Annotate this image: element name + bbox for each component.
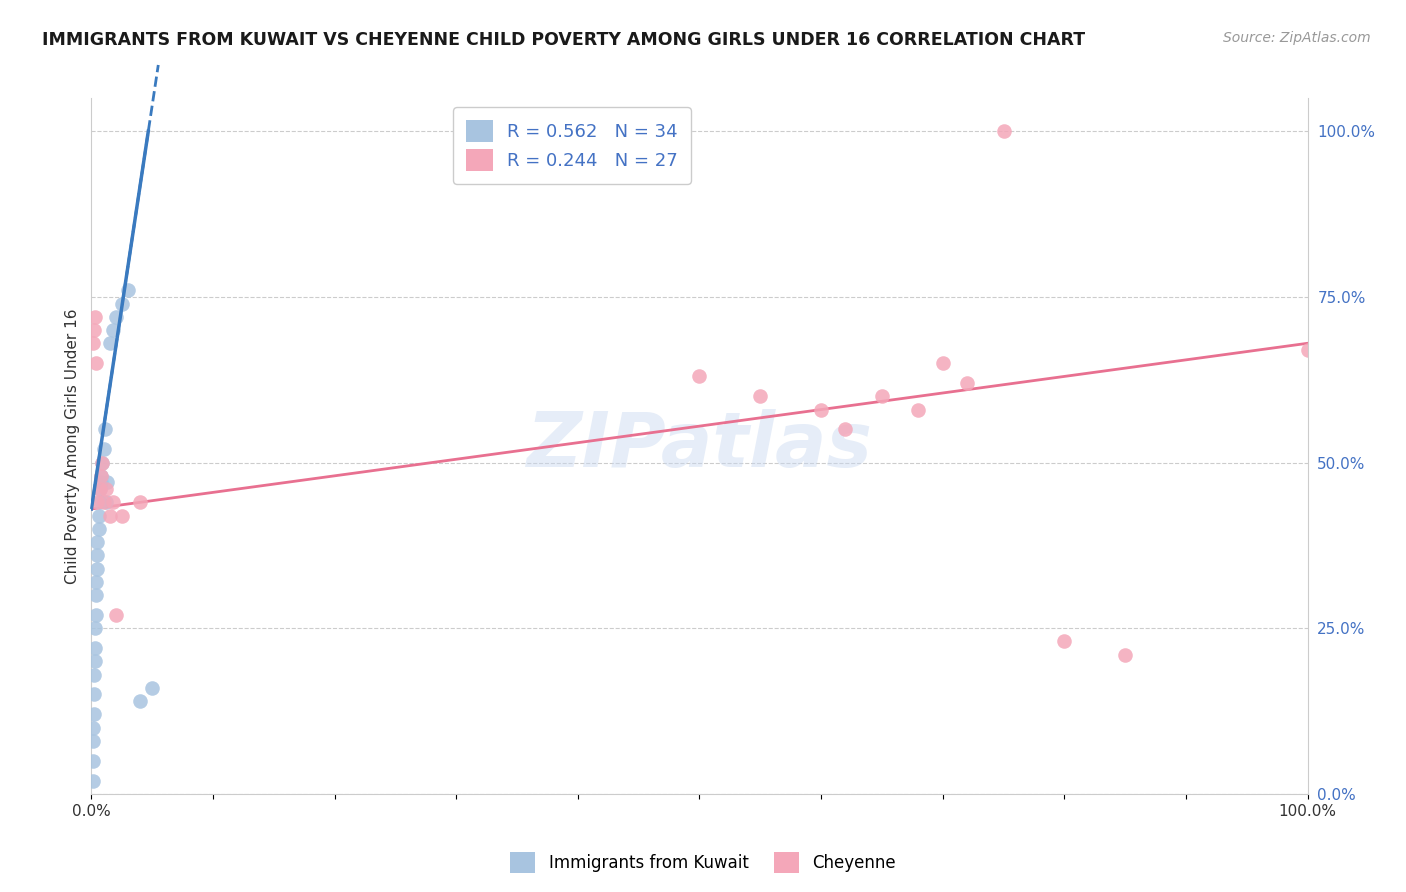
Point [82, 721, 104, 735]
Point [111, 296, 134, 310]
Point [82, 336, 104, 351]
Text: ZIPatlas: ZIPatlas [526, 409, 873, 483]
Point [87, 508, 110, 523]
Point [83, 707, 105, 722]
Point [84, 641, 107, 656]
Point [84, 588, 107, 602]
Point [93, 442, 115, 457]
Point [84, 310, 107, 324]
Point [96, 475, 118, 490]
Point [129, 694, 152, 708]
Point [89, 482, 111, 496]
Point [87, 522, 110, 536]
Point [89, 495, 111, 509]
Point [993, 124, 1015, 138]
Point [91, 456, 114, 470]
Text: Source: ZipAtlas.com: Source: ZipAtlas.com [1223, 31, 1371, 45]
Point [86, 549, 108, 563]
Point [82, 773, 104, 788]
Point [907, 402, 929, 417]
Point [98, 508, 121, 523]
Point [749, 389, 772, 403]
Text: IMMIGRANTS FROM KUWAIT VS CHEYENNE CHILD POVERTY AMONG GIRLS UNDER 16 CORRELATIO: IMMIGRANTS FROM KUWAIT VS CHEYENNE CHILD… [42, 31, 1085, 49]
Point [103, 323, 125, 337]
Point [86, 535, 108, 549]
Point [1296, 343, 1319, 357]
Point [931, 356, 953, 370]
Point [84, 607, 107, 622]
Point [111, 508, 134, 523]
Point [94, 495, 117, 509]
Point [129, 495, 152, 509]
Point [870, 389, 893, 403]
Point [83, 667, 105, 681]
Point [98, 336, 121, 351]
Point [89, 482, 111, 496]
Point [104, 607, 127, 622]
Point [93, 495, 115, 509]
Point [103, 495, 125, 509]
Point [94, 422, 117, 436]
Point [86, 561, 108, 575]
Point [94, 482, 117, 496]
Point [956, 376, 979, 390]
Point [82, 734, 104, 748]
Point [810, 402, 832, 417]
Point [84, 621, 107, 635]
Legend: Immigrants from Kuwait, Cheyenne: Immigrants from Kuwait, Cheyenne [503, 846, 903, 880]
Point [90, 468, 112, 483]
Point [83, 323, 105, 337]
Point [834, 422, 856, 436]
Point [90, 468, 112, 483]
Point [90, 475, 112, 490]
Point [86, 495, 108, 509]
Point [84, 356, 107, 370]
Point [104, 310, 127, 324]
Point [84, 654, 107, 668]
Y-axis label: Child Poverty Among Girls Under 16: Child Poverty Among Girls Under 16 [65, 309, 80, 583]
Point [84, 574, 107, 589]
Point [82, 754, 104, 768]
Legend: R = 0.562   N = 34, R = 0.244   N = 27: R = 0.562 N = 34, R = 0.244 N = 27 [453, 107, 690, 184]
Point [83, 688, 105, 702]
Point [1114, 648, 1136, 662]
Point [117, 283, 139, 297]
Point [91, 456, 114, 470]
Point [1053, 634, 1076, 648]
Point [141, 681, 163, 695]
Point [688, 369, 710, 384]
